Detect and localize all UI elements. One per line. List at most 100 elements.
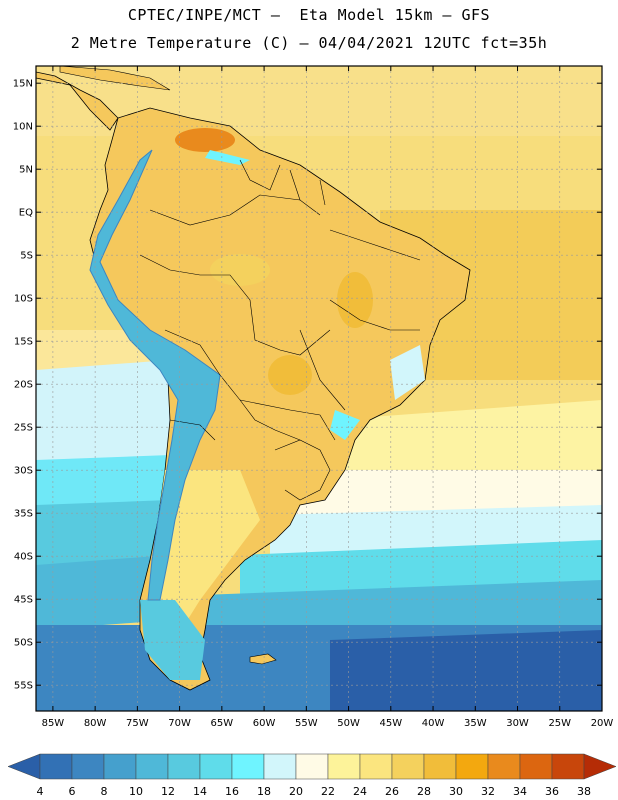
lat-label: 10S — [14, 294, 33, 305]
border — [149, 194, 321, 226]
lon-label: 60W — [253, 718, 276, 729]
lat-label: 15N — [13, 79, 33, 90]
graticule — [36, 66, 602, 711]
colorbar-box — [551, 753, 585, 780]
colorbar-label: 32 — [481, 785, 495, 798]
lon-label: 85W — [42, 718, 65, 729]
colorbar-labels: 4 6 8 10 12 14 16 18 20 22 24 26 28 30 32 34 36 38 — [37, 785, 592, 798]
lon-label: 25W — [548, 718, 571, 729]
colorbar-label: 16 — [225, 785, 239, 798]
cool-serra-do-mar — [330, 410, 360, 440]
ocean-band — [36, 555, 170, 630]
colorbar-label: 6 — [69, 785, 76, 798]
lon-label: 65W — [211, 718, 234, 729]
map-title: CPTEC/INPE/MCT – Eta Model 15km – GFS — [127, 6, 491, 24]
land-southern-tip — [140, 600, 205, 680]
colorbar-label: 18 — [257, 785, 271, 798]
map-subtitle: 2 Metre Temperature (C) – 04/04/2021 12U… — [70, 34, 548, 52]
colorbar-label: 12 — [161, 785, 175, 798]
colorbar-box — [455, 753, 489, 780]
lon-label: 30W — [506, 718, 529, 729]
colorbar-box — [359, 753, 393, 780]
map-frame — [35, 65, 603, 712]
border — [139, 254, 331, 356]
lon-label: 45W — [379, 718, 402, 729]
caribbean-islands — [59, 66, 171, 91]
hotspot-pantanal — [268, 355, 312, 395]
cool-minas — [390, 345, 425, 400]
warm-amazon — [210, 254, 270, 286]
lat-label: 55S — [14, 681, 33, 692]
lat-label: 30S — [14, 466, 33, 477]
lat-label: 15S — [14, 337, 33, 348]
colorbar-label: 38 — [577, 785, 591, 798]
colorbar-box — [295, 753, 329, 780]
hotspot-central-brazil — [337, 272, 373, 328]
lon-label: 75W — [126, 718, 149, 729]
colorbar-label: 36 — [545, 785, 559, 798]
andes-cold-venezuela — [205, 150, 250, 165]
lat-label: 20S — [14, 380, 33, 391]
colorbar — [7, 753, 617, 780]
colorbar-box — [135, 753, 169, 780]
colorbar-box — [231, 753, 265, 780]
colorbar-box — [423, 753, 457, 780]
ocean-band-coldest — [330, 630, 602, 711]
colorbar-box — [391, 753, 425, 780]
lat-label: 40S — [14, 552, 33, 563]
colorbar-box — [103, 753, 137, 780]
lat-label: EQ — [19, 208, 33, 219]
falkland-islands — [249, 653, 277, 665]
colorbar-label: 26 — [385, 785, 399, 798]
colorbar-label: 22 — [321, 785, 335, 798]
colorbar-label: 4 — [37, 785, 44, 798]
colorbar-arrow-high — [583, 753, 617, 780]
colorbar-label: 8 — [101, 785, 108, 798]
border — [169, 419, 216, 441]
colorbar-box — [167, 753, 201, 780]
country-borders — [139, 159, 421, 501]
colorbar-label: 14 — [193, 785, 207, 798]
lon-label: 20W — [591, 718, 614, 729]
andes-cold — [89, 149, 221, 601]
lon-label: 40W — [422, 718, 445, 729]
colorbar-box — [39, 753, 73, 780]
lon-label: 50W — [337, 718, 360, 729]
colorbar-label: 10 — [129, 785, 143, 798]
axis-ticks — [36, 66, 603, 711]
latitude-labels: 15N 10N 5N EQ 5S 10S 15S 20S 25S 30S 35S 40S 45S 50S 5… — [13, 79, 33, 692]
colorbar-arrow-low — [7, 753, 41, 780]
colorbar-box — [71, 753, 105, 780]
colorbar-box — [263, 753, 297, 780]
lon-label: 80W — [84, 718, 107, 729]
longitude-labels: 85W 80W 75W 70W 65W 60W 55W 50W 45W 40W 35W 30W 25W 2… — [42, 718, 614, 729]
lat-label: 5S — [20, 251, 33, 262]
border — [289, 169, 326, 206]
lat-label: 25S — [14, 423, 33, 434]
ocean-band — [36, 500, 170, 570]
colorbar-label: 20 — [289, 785, 303, 798]
colorbar-label: 34 — [513, 785, 527, 798]
map-field — [36, 66, 602, 711]
lon-label: 35W — [464, 718, 487, 729]
colorbar-box — [327, 753, 361, 780]
ocean-band — [330, 400, 602, 470]
land-patagonia — [150, 470, 260, 640]
lon-label: 70W — [168, 718, 191, 729]
lat-label: 35S — [14, 509, 33, 520]
lat-label: 45S — [14, 595, 33, 606]
lat-label: 5N — [19, 165, 33, 176]
colorbar-box — [487, 753, 521, 780]
colorbar-label: 24 — [353, 785, 367, 798]
central-america-land — [36, 71, 119, 131]
colorbar-box — [519, 753, 553, 780]
colorbar-label: 30 — [449, 785, 463, 798]
hotspot-venezuela — [175, 128, 235, 152]
colorbar-label: 28 — [417, 785, 431, 798]
border — [299, 229, 421, 411]
ocean-band-pacific-cool — [36, 360, 170, 470]
lat-label: 10N — [13, 122, 33, 133]
lon-label: 55W — [295, 718, 318, 729]
border — [274, 439, 331, 501]
